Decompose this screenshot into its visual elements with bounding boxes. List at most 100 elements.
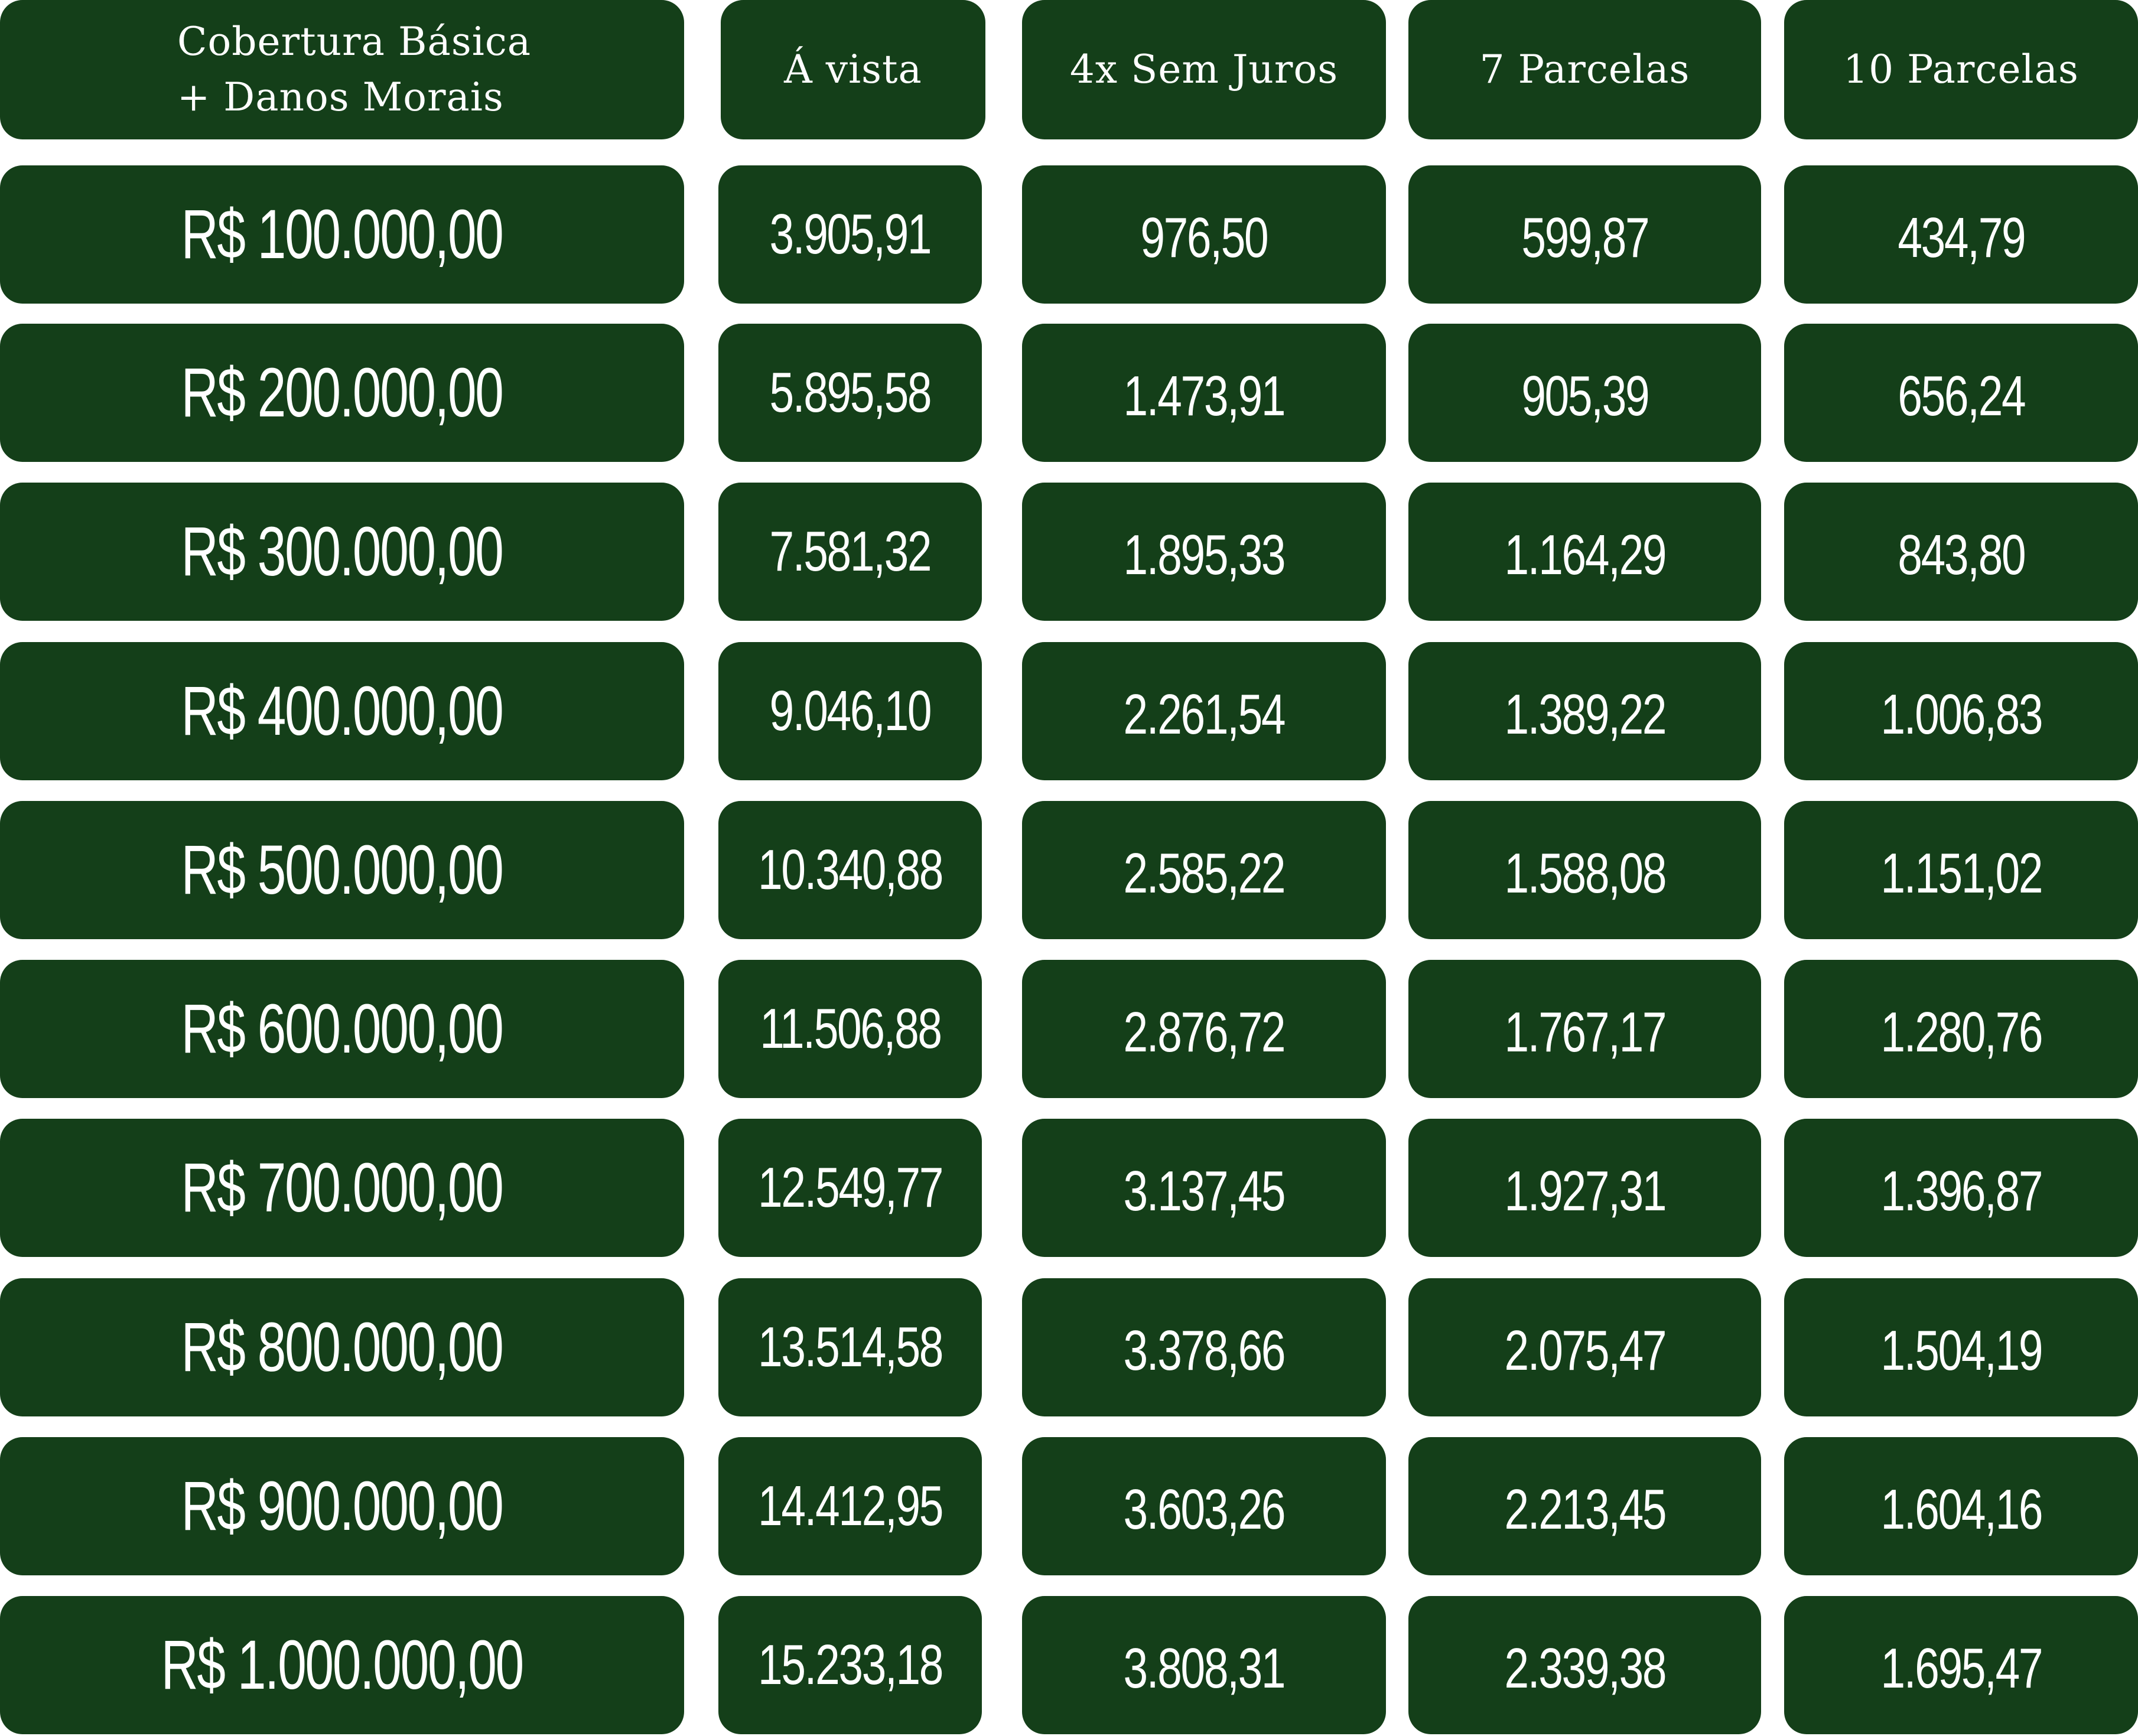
- coverage-cell: R$ 100.000,00: [0, 165, 684, 304]
- coverage-value: R$ 400.000,00: [181, 672, 504, 750]
- seven-parcelas-cell: 2.213,45: [1408, 1437, 1761, 1575]
- four-x-value: 3.808,31: [1123, 1637, 1286, 1700]
- ten-parcelas-value: 1.604,16: [1880, 1478, 2043, 1541]
- seven-parcelas-cell: 2.339,38: [1408, 1596, 1761, 1734]
- a-vista-cell: 11.506,88: [718, 960, 982, 1098]
- ten-parcelas-cell: 1.695,47: [1784, 1596, 2138, 1734]
- four-x-value: 2.261,54: [1123, 683, 1286, 746]
- ten-parcelas-value: 1.280,76: [1880, 1001, 2043, 1064]
- ten-parcelas-cell: 1.504,19: [1784, 1278, 2138, 1416]
- header-7-parcelas: 7 Parcelas: [1408, 0, 1761, 139]
- a-vista-cell: 13.514,58: [718, 1278, 982, 1416]
- four-x-value: 976,50: [1140, 206, 1269, 269]
- seven-parcelas-cell: 1.389,22: [1408, 642, 1761, 780]
- four-x-value: 2.585,22: [1123, 842, 1286, 905]
- header-coverage: Cobertura Básica + Danos Morais: [0, 0, 684, 139]
- ten-parcelas-value: 1.006,83: [1880, 683, 2043, 746]
- a-vista-cell: 5.895,58: [718, 324, 982, 462]
- coverage-value: R$ 800.000,00: [181, 1308, 504, 1386]
- four-x-cell: 1.473,91: [1022, 324, 1386, 462]
- a-vista-value: 5.895,58: [769, 361, 932, 424]
- table-header-row: Cobertura Básica + Danos Morais Á vista …: [0, 0, 2138, 139]
- seven-parcelas-value: 599,87: [1521, 206, 1649, 269]
- ten-parcelas-value: 1.504,19: [1880, 1319, 2043, 1382]
- coverage-value: R$ 200.000,00: [181, 354, 504, 432]
- table-row: R$ 300.000,00 7.581,32 1.895,33 1.164,29…: [0, 483, 2138, 621]
- ten-parcelas-value: 843,80: [1898, 523, 2026, 587]
- ten-parcelas-cell: 1.280,76: [1784, 960, 2138, 1098]
- a-vista-value: 12.549,77: [757, 1156, 943, 1219]
- header-coverage-line2: + Danos Morais: [177, 74, 504, 120]
- coverage-value: R$ 700.000,00: [181, 1149, 504, 1227]
- a-vista-cell: 10.340,88: [718, 801, 982, 939]
- table-row: R$ 600.000,00 11.506,88 2.876,72 1.767,1…: [0, 960, 2138, 1098]
- table-row: R$ 900.000,00 14.412,95 3.603,26 2.213,4…: [0, 1437, 2138, 1575]
- four-x-cell: 3.603,26: [1022, 1437, 1386, 1575]
- seven-parcelas-cell: 1.927,31: [1408, 1119, 1761, 1257]
- a-vista-cell: 12.549,77: [718, 1119, 982, 1257]
- header-10-parcelas-label: 10 Parcelas: [1843, 47, 2079, 92]
- seven-parcelas-value: 1.767,17: [1504, 1001, 1667, 1064]
- header-10-parcelas: 10 Parcelas: [1784, 0, 2138, 139]
- ten-parcelas-cell: 1.604,16: [1784, 1437, 2138, 1575]
- coverage-cell: R$ 600.000,00: [0, 960, 684, 1098]
- ten-parcelas-value: 1.151,02: [1880, 842, 2043, 905]
- seven-parcelas-value: 1.164,29: [1504, 523, 1667, 587]
- a-vista-cell: 15.233,18: [718, 1596, 982, 1734]
- ten-parcelas-value: 656,24: [1898, 364, 2026, 428]
- a-vista-cell: 7.581,32: [718, 483, 982, 621]
- seven-parcelas-cell: 2.075,47: [1408, 1278, 1761, 1416]
- table-row: R$ 100.000,00 3.905,91 976,50 599,87 434…: [0, 165, 2138, 304]
- a-vista-value: 9.046,10: [769, 679, 932, 742]
- four-x-cell: 2.585,22: [1022, 801, 1386, 939]
- four-x-cell: 976,50: [1022, 165, 1386, 304]
- four-x-value: 3.137,45: [1123, 1159, 1286, 1223]
- seven-parcelas-value: 1.389,22: [1504, 683, 1667, 746]
- header-a-vista-label: Á vista: [784, 47, 922, 92]
- ten-parcelas-cell: 1.396,87: [1784, 1119, 2138, 1257]
- header-4x-sem-juros: 4x Sem Juros: [1022, 0, 1386, 139]
- ten-parcelas-cell: 1.006,83: [1784, 642, 2138, 780]
- four-x-value: 2.876,72: [1123, 1001, 1286, 1064]
- a-vista-cell: 3.905,91: [718, 165, 982, 304]
- a-vista-value: 14.412,95: [757, 1474, 943, 1538]
- seven-parcelas-value: 1.927,31: [1504, 1159, 1667, 1223]
- four-x-cell: 3.378,66: [1022, 1278, 1386, 1416]
- a-vista-value: 7.581,32: [769, 520, 932, 583]
- seven-parcelas-cell: 1.164,29: [1408, 483, 1761, 621]
- header-coverage-line1: Cobertura Básica: [177, 19, 532, 64]
- header-7-parcelas-label: 7 Parcelas: [1479, 47, 1690, 92]
- a-vista-value: 10.340,88: [757, 838, 943, 901]
- coverage-value: R$ 500.000,00: [181, 831, 504, 909]
- four-x-value: 3.603,26: [1123, 1478, 1286, 1541]
- ten-parcelas-value: 1.695,47: [1880, 1637, 2043, 1700]
- coverage-value: R$ 1.000.000,00: [161, 1626, 525, 1704]
- seven-parcelas-cell: 1.767,17: [1408, 960, 1761, 1098]
- coverage-cell: R$ 200.000,00: [0, 324, 684, 462]
- coverage-cell: R$ 500.000,00: [0, 801, 684, 939]
- seven-parcelas-cell: 599,87: [1408, 165, 1761, 304]
- ten-parcelas-cell: 1.151,02: [1784, 801, 2138, 939]
- header-a-vista: Á vista: [721, 0, 985, 139]
- four-x-cell: 3.137,45: [1022, 1119, 1386, 1257]
- coverage-cell: R$ 400.000,00: [0, 642, 684, 780]
- ten-parcelas-value: 1.396,87: [1880, 1159, 2043, 1223]
- table-row: R$ 700.000,00 12.549,77 3.137,45 1.927,3…: [0, 1119, 2138, 1257]
- a-vista-value: 15.233,18: [757, 1633, 943, 1696]
- a-vista-value: 11.506,88: [759, 997, 942, 1060]
- four-x-value: 1.895,33: [1123, 523, 1286, 587]
- ten-parcelas-cell: 434,79: [1784, 165, 2138, 304]
- table-row: R$ 1.000.000,00 15.233,18 3.808,31 2.339…: [0, 1596, 2138, 1734]
- ten-parcelas-cell: 656,24: [1784, 324, 2138, 462]
- table-row: R$ 500.000,00 10.340,88 2.585,22 1.588,0…: [0, 801, 2138, 939]
- coverage-cell: R$ 800.000,00: [0, 1278, 684, 1416]
- seven-parcelas-value: 2.213,45: [1504, 1478, 1667, 1541]
- coverage-cell: R$ 300.000,00: [0, 483, 684, 621]
- table-row: R$ 400.000,00 9.046,10 2.261,54 1.389,22…: [0, 642, 2138, 780]
- four-x-cell: 2.876,72: [1022, 960, 1386, 1098]
- seven-parcelas-value: 2.339,38: [1504, 1637, 1667, 1700]
- seven-parcelas-cell: 1.588,08: [1408, 801, 1761, 939]
- table-row: R$ 800.000,00 13.514,58 3.378,66 2.075,4…: [0, 1278, 2138, 1416]
- seven-parcelas-cell: 905,39: [1408, 324, 1761, 462]
